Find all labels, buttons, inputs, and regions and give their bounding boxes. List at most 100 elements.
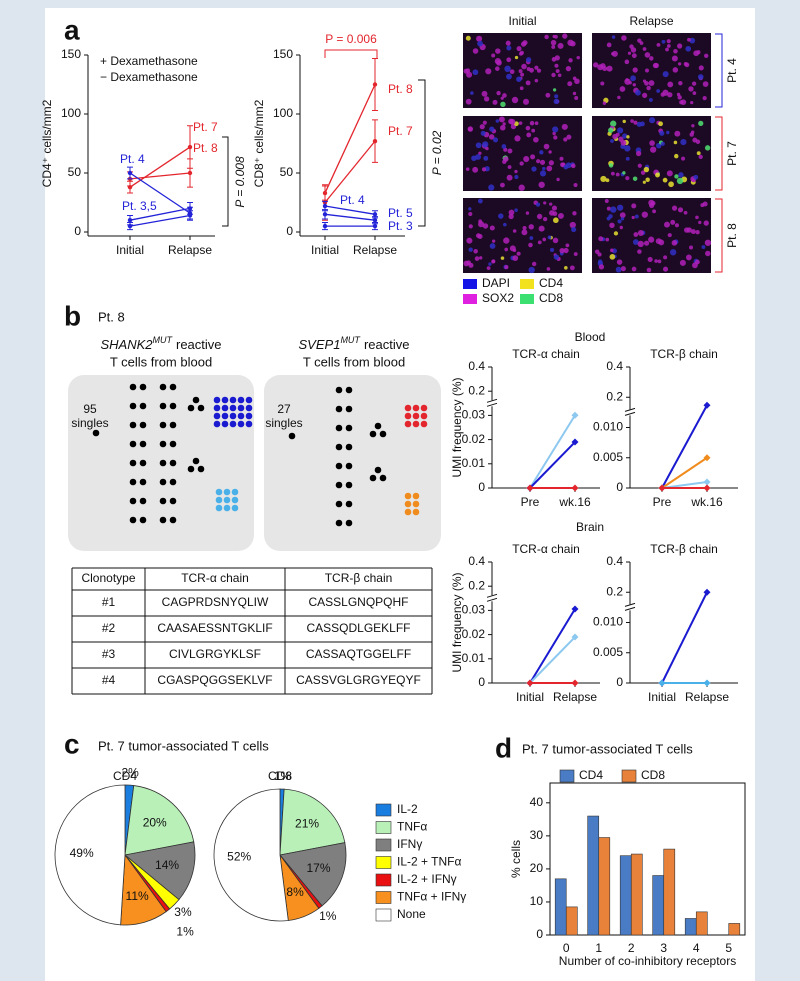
cell-dot <box>698 154 703 160</box>
title-rest: reactive <box>176 337 222 352</box>
clone-dot <box>223 504 231 512</box>
x-tick-label: 5 <box>725 941 732 955</box>
clone-dot <box>129 402 137 410</box>
clone-dot <box>169 516 177 524</box>
table-cell: CASSQDLGEKLFF <box>306 621 410 635</box>
cell-dot <box>692 91 697 95</box>
cell-dot <box>552 34 556 39</box>
clone-dot <box>237 396 245 404</box>
cell-dot <box>631 53 637 59</box>
cell-dot <box>467 126 474 132</box>
cell-dot <box>630 75 636 82</box>
cell-dot <box>663 255 668 260</box>
y-tick-label: 0.02 <box>462 432 486 446</box>
table-cell: CAGPRDSNYQLIW <box>162 595 269 609</box>
clone-dot <box>404 420 412 428</box>
clone-dot <box>129 478 137 486</box>
y-axis-title: UMI frequency (%) <box>450 572 464 672</box>
cell-dot <box>645 68 649 73</box>
cell-dot <box>492 239 496 243</box>
cell-dot <box>465 68 471 73</box>
cell-dot <box>511 96 519 104</box>
y-tick-label: 0 <box>74 224 81 238</box>
cell-dot <box>552 131 556 136</box>
cell-dot <box>611 52 615 56</box>
cell-dot <box>688 86 694 92</box>
cell-dot <box>673 48 678 54</box>
cell-dot <box>528 266 535 274</box>
clone-dot <box>412 500 420 508</box>
cell-dot <box>642 47 647 51</box>
series-line <box>324 84 376 194</box>
cell-dot <box>642 180 646 184</box>
cell-dot <box>550 247 555 253</box>
cell-dot <box>683 62 688 67</box>
clone-dot <box>231 488 239 496</box>
clone-dot <box>345 519 353 527</box>
clone-dot <box>412 404 420 412</box>
table-header: TCR-β chain <box>325 571 393 585</box>
y-axis-title: CD4⁺ cells/mm2 <box>40 99 54 187</box>
cell-dot <box>552 211 558 217</box>
cell-dot <box>475 154 481 160</box>
cell-dot <box>564 266 568 270</box>
cell-dot <box>570 40 576 47</box>
gene: SHANK2 <box>100 337 153 352</box>
pie-value-label: 52% <box>227 850 251 864</box>
cell-dot <box>627 51 632 55</box>
cell-dot <box>563 164 569 170</box>
cell-dot <box>506 57 512 63</box>
clone-dot <box>237 412 245 420</box>
cell-dot <box>631 215 635 220</box>
cell-dot <box>649 203 655 209</box>
series-line <box>129 172 191 180</box>
clone-dot <box>213 396 221 404</box>
cell-dot <box>661 39 666 44</box>
legend-label: + Dexamethasone <box>100 54 198 68</box>
cell-dot <box>704 53 709 59</box>
clone-dot <box>159 459 167 467</box>
cell-dot <box>551 45 556 49</box>
cell-dot <box>563 137 568 142</box>
legend-swatch <box>463 279 477 289</box>
series-line <box>129 146 191 188</box>
legend-label: − Dexamethasone <box>100 70 198 84</box>
cell-dot <box>480 130 486 136</box>
cell-dot <box>500 182 505 188</box>
clone-dot <box>374 422 382 430</box>
legend-swatch <box>375 908 392 922</box>
cell-dot <box>605 237 610 242</box>
cell-dot <box>516 251 521 256</box>
clone-dot <box>420 404 428 412</box>
cell-dot <box>522 225 527 230</box>
clone-dot <box>129 516 137 524</box>
cell-dot <box>639 41 644 45</box>
panel-label: a <box>64 14 80 45</box>
cell-dot <box>470 91 474 95</box>
cell-dot <box>674 223 679 228</box>
table-cell: #1 <box>102 595 116 609</box>
data-point <box>658 679 666 687</box>
cell-dot <box>658 121 663 127</box>
pie-value-label: 11% <box>126 889 149 903</box>
series-line <box>129 207 191 221</box>
clone-dot <box>213 412 221 420</box>
x-tick-label: 2 <box>628 941 635 955</box>
pie-value-label: 1% <box>176 925 194 939</box>
row-label: Pt. 4 <box>725 58 739 83</box>
legend-swatch <box>375 838 392 852</box>
cell-dot <box>502 122 506 126</box>
cell-dot <box>472 69 479 76</box>
data-point <box>322 212 328 217</box>
clone-dot <box>213 404 221 412</box>
cell-dot <box>548 160 554 166</box>
cell-dot <box>701 245 706 249</box>
cell-dot <box>520 72 525 77</box>
cell-dot <box>656 42 661 47</box>
cell-dot <box>637 230 644 237</box>
cell-dot <box>606 42 612 48</box>
cell-dot <box>679 259 686 266</box>
cell-dot <box>569 221 576 229</box>
cell-dot <box>673 140 678 145</box>
cluster-title: T cells from blood <box>110 354 212 369</box>
